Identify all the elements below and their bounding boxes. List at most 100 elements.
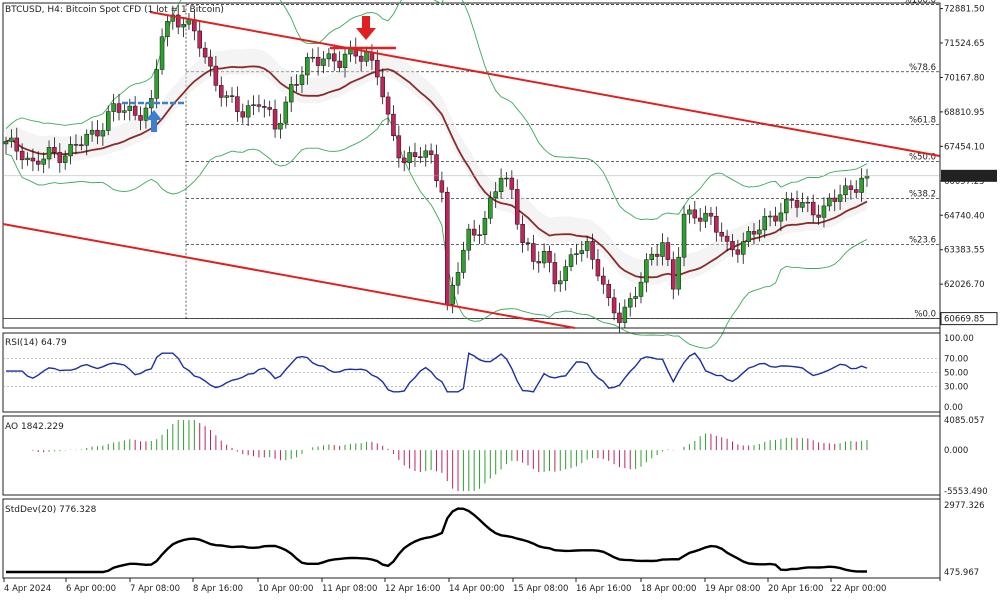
fib-level-label: %100.0 — [904, 0, 936, 6]
time-tick-label: 22 Apr 00:00 — [831, 584, 886, 594]
candle — [719, 222, 724, 242]
candle — [197, 21, 202, 57]
candle — [127, 98, 133, 121]
ao-frame — [2, 415, 941, 496]
candle — [622, 299, 628, 329]
candle-body — [434, 154, 439, 181]
candle-body — [692, 209, 698, 219]
candle — [245, 100, 251, 127]
candle-body — [477, 234, 482, 236]
candle-body — [584, 241, 590, 251]
time-tick-label: 20 Apr 16:00 — [768, 584, 823, 594]
candle — [644, 253, 649, 293]
candle — [676, 247, 681, 296]
candle — [299, 66, 305, 93]
candle-body — [358, 55, 364, 62]
candle — [477, 224, 482, 244]
stddev-title: StdDev(20) 776.328 — [5, 505, 97, 515]
candle — [3, 136, 9, 155]
candle — [450, 276, 455, 314]
candle-body — [810, 201, 816, 216]
candle — [493, 181, 498, 208]
sell-arrow-icon — [356, 16, 376, 40]
candle — [116, 93, 122, 121]
candle-body — [73, 144, 79, 146]
candle — [337, 51, 342, 73]
candle — [434, 144, 439, 188]
candle-body — [536, 261, 541, 264]
candle-body — [719, 231, 724, 237]
candle — [816, 204, 821, 225]
candle-body — [423, 150, 428, 158]
candle — [584, 235, 590, 259]
time-tick-label: 14 Apr 00:00 — [449, 584, 504, 594]
price-tick-label: 72881.50 — [944, 5, 985, 15]
candle-body — [52, 147, 57, 153]
candle — [703, 205, 708, 228]
candle-body — [197, 30, 202, 49]
candle-body — [111, 103, 116, 112]
candle-body — [541, 250, 547, 264]
time-tick-label: 12 Apr 16:00 — [385, 584, 440, 594]
time-tick-label: 8 Apr 16:00 — [193, 584, 243, 594]
candle — [57, 143, 63, 173]
time-tick-label: 6 Apr 00:00 — [66, 584, 116, 594]
candle-body — [671, 259, 676, 290]
candle — [294, 74, 299, 92]
candle — [681, 205, 687, 267]
candle — [143, 102, 149, 129]
candle-body — [41, 158, 46, 165]
current-price-label: 66293.50 — [944, 172, 985, 182]
candle — [407, 146, 412, 170]
candle — [240, 103, 246, 124]
candle-body — [730, 241, 735, 251]
candle-body — [676, 256, 681, 290]
candle — [558, 270, 563, 292]
candle-body — [703, 212, 708, 222]
candle-body — [19, 150, 25, 161]
candle-body — [859, 177, 864, 193]
candle-body — [493, 191, 498, 199]
candle — [762, 208, 768, 239]
candle-body — [165, 21, 170, 37]
candle-body — [773, 215, 778, 222]
candle-body — [638, 281, 644, 297]
rsi-title: RSI(14) 64.79 — [5, 338, 67, 348]
candle — [62, 150, 68, 170]
candle — [649, 247, 654, 266]
rsi-line — [6, 352, 868, 393]
candle-body — [558, 280, 563, 285]
candle-body — [283, 101, 289, 124]
time-tick-label: 7 Apr 08:00 — [130, 584, 180, 594]
candle — [14, 127, 20, 161]
candle — [105, 105, 111, 136]
candle-body — [418, 156, 423, 158]
price-tick-label: 71524.65 — [944, 39, 985, 49]
candle-body — [660, 242, 665, 257]
candle — [504, 171, 509, 187]
candle — [520, 215, 525, 253]
candle — [68, 136, 73, 165]
candle-body — [401, 157, 407, 163]
price-tick-label: 68810.95 — [944, 108, 985, 118]
candle — [843, 177, 848, 202]
candle-body — [202, 47, 208, 58]
candle — [36, 151, 41, 172]
candle-body — [294, 84, 299, 86]
candle-body — [805, 201, 811, 204]
candle — [568, 247, 574, 272]
price-tick-label: 70167.80 — [944, 73, 985, 83]
candle-body — [116, 103, 122, 113]
candle-body — [735, 249, 741, 255]
candle-body — [299, 74, 305, 85]
candle — [455, 262, 461, 295]
candle-body — [471, 228, 477, 236]
bollinger-lower — [5, 117, 868, 349]
rsi-tick-label: 50.00 — [944, 369, 968, 379]
low-price-box — [940, 312, 998, 326]
candle-body — [213, 65, 219, 86]
candle-body — [590, 241, 595, 260]
candle-body — [514, 189, 520, 225]
candle-body — [450, 284, 455, 305]
time-tick-label: 10 Apr 00:00 — [258, 584, 313, 594]
